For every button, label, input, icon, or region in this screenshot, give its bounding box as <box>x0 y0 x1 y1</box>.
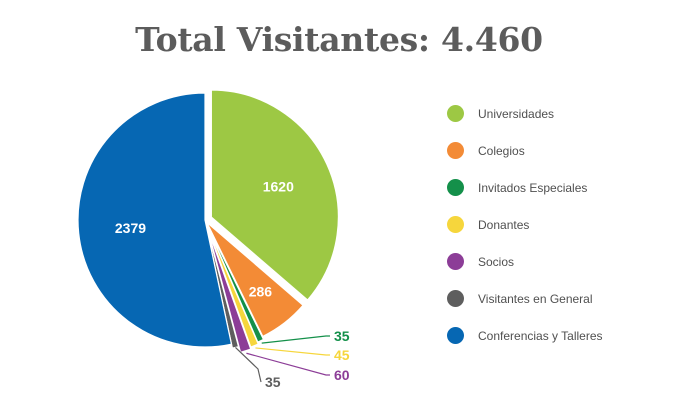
legend-item: Donantes <box>447 206 603 243</box>
leader-line <box>261 335 330 344</box>
legend-swatch <box>447 179 464 196</box>
legend-item: Socios <box>447 243 603 280</box>
legend-label: Colegios <box>478 143 525 158</box>
legend-item: Colegios <box>447 132 603 169</box>
legend-item: Conferencias y Talleres <box>447 317 603 354</box>
legend-label: Donantes <box>478 217 530 232</box>
leader-line <box>235 346 262 383</box>
slice-value-label: 35 <box>265 374 281 390</box>
pie-slice-donantes <box>207 227 260 348</box>
slice-labels: 1620 286 35 45 60 35 2379 <box>115 178 350 390</box>
slice-value-label: 45 <box>334 347 350 363</box>
legend-label: Visitantes en General <box>478 291 593 306</box>
legend-swatch <box>447 216 464 233</box>
legend-label: Invitados Especiales <box>478 180 588 195</box>
pie-slices <box>77 89 339 354</box>
pie-slice-universidades <box>210 89 339 301</box>
leader-lines <box>235 335 330 383</box>
legend-item: Universidades <box>447 95 603 132</box>
slice-value-label: 35 <box>334 328 350 344</box>
legend-swatch <box>447 253 464 270</box>
legend-label: Conferencias y Talleres <box>478 328 603 343</box>
pie-slice-colegios <box>206 221 304 338</box>
legend-item: Invitados Especiales <box>447 169 603 206</box>
legend-swatch <box>447 105 464 122</box>
legend-swatch <box>447 290 464 307</box>
legend-item: Visitantes en General <box>447 280 603 317</box>
slice-value-label: 60 <box>334 367 350 383</box>
leader-line <box>246 352 330 376</box>
legend-label: Socios <box>478 254 515 269</box>
legend-swatch <box>447 142 464 159</box>
pie-slice-conferencias-y-talleres <box>77 92 233 348</box>
legend: Universidades Colegios Invitados Especiale… <box>447 95 603 354</box>
legend-label: Universidades <box>478 106 555 121</box>
legend-swatch <box>447 327 464 344</box>
slice-value-label: 1620 <box>263 178 294 194</box>
slice-value-label: 286 <box>249 284 273 300</box>
leader-line <box>255 347 330 356</box>
slice-value-label: 2379 <box>115 220 146 236</box>
chart-title: Total Visitantes: 4.460 <box>135 20 543 59</box>
